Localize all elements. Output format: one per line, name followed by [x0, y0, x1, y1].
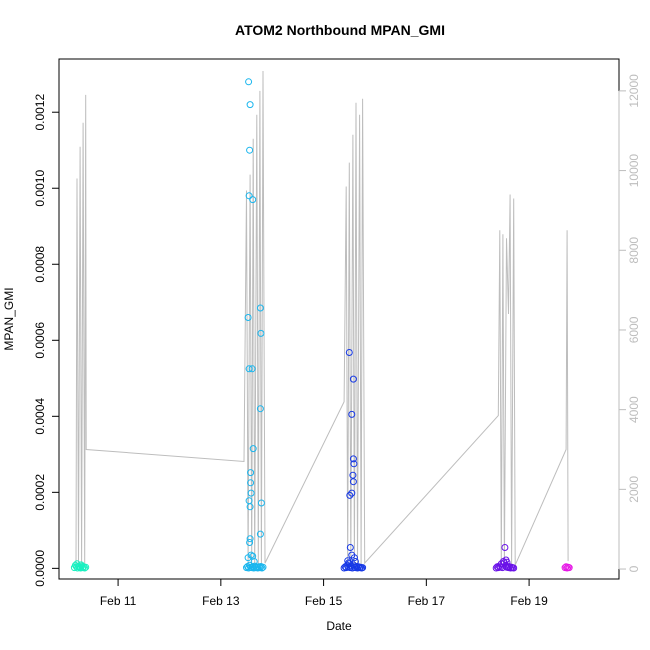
- data-point: [247, 489, 255, 497]
- data-point: [345, 349, 353, 356]
- y-tick-label: 0.0000: [33, 550, 47, 587]
- data-point: [345, 559, 353, 567]
- data-point: [245, 365, 253, 373]
- data-point: [246, 146, 254, 154]
- y-tick-label: 0.0012: [33, 94, 47, 131]
- y2-tick-label: 12000: [627, 74, 641, 108]
- data-point: [246, 503, 254, 511]
- data-point: [348, 551, 356, 559]
- y-axis-label: MPAN_GMI: [2, 287, 16, 350]
- x-tick-label: Feb 19: [510, 594, 548, 608]
- y2-tick-label: 0: [627, 565, 641, 572]
- data-point: [350, 460, 358, 468]
- y-tick-label: 0.0010: [33, 170, 47, 207]
- y2-tick-label: 2000: [627, 476, 641, 503]
- line-series: [75, 70, 569, 566]
- data-point: [258, 564, 266, 572]
- data-point: [349, 375, 357, 383]
- data-point: [247, 469, 255, 477]
- data-point: [244, 554, 252, 562]
- data-point: [257, 499, 265, 507]
- data-point: [503, 558, 511, 566]
- data-point: [259, 563, 267, 571]
- data-point: [245, 78, 253, 86]
- x-tick-label: Feb 17: [408, 594, 446, 608]
- y-tick-label: 0.0002: [33, 474, 47, 511]
- data-point: [247, 479, 255, 487]
- x-tick-label: Feb 11: [100, 594, 137, 608]
- data-point: [250, 558, 258, 565]
- data-point: [501, 544, 509, 551]
- data-point: [249, 196, 257, 204]
- y2-tick-label: 10000: [627, 154, 641, 188]
- point-group-3: [340, 349, 367, 572]
- data-point: [246, 101, 254, 109]
- data-point: [256, 530, 264, 538]
- data-point: [244, 314, 252, 321]
- y2-tick-label: 8000: [627, 237, 641, 264]
- y-tick-label: 0.0004: [33, 398, 47, 435]
- data-point: [77, 561, 85, 569]
- data-point: [346, 491, 354, 499]
- data-point: [256, 405, 264, 413]
- x-axis-label: Date: [326, 619, 352, 633]
- point-group-1: [70, 560, 90, 572]
- data-point: [359, 564, 367, 572]
- data-point: [257, 329, 265, 337]
- data-point: [348, 410, 356, 418]
- y-axis: 0.0000 0.0002 0.0004 0.0006 0.0008 0.0010 0.00…: [33, 94, 60, 587]
- chart-title: ATOM2 Northbound MPAN_GMI: [235, 22, 445, 38]
- point-group-2: [243, 78, 267, 572]
- data-point: [248, 365, 256, 373]
- y-tick-label: 0.0008: [33, 246, 47, 283]
- data-point: [245, 192, 253, 200]
- y2-tick-label: 6000: [627, 316, 641, 343]
- data-point: [565, 564, 573, 572]
- series-line: [75, 70, 569, 566]
- point-group-5: [561, 563, 573, 572]
- data-point: [351, 558, 359, 565]
- x-tick-label: Feb 13: [202, 594, 240, 608]
- data-point: [349, 455, 357, 463]
- data-point: [249, 445, 257, 453]
- data-point: [348, 489, 356, 497]
- y2-tick-label: 4000: [627, 396, 641, 423]
- x-axis: Feb 11 Feb 13 Feb 15 Feb 17 Feb 19: [100, 578, 548, 608]
- data-point: [73, 560, 81, 568]
- data-point: [246, 535, 254, 543]
- y-tick-label: 0.0006: [33, 322, 47, 359]
- data-point: [256, 304, 264, 312]
- point-series: [70, 78, 573, 572]
- data-point: [349, 471, 357, 479]
- data-point: [346, 544, 354, 551]
- x-tick-label: Feb 15: [305, 594, 343, 608]
- data-point: [246, 539, 254, 546]
- point-group-4: [492, 544, 518, 572]
- data-point: [510, 564, 518, 572]
- plot-frame: [58, 58, 620, 580]
- data-point: [349, 478, 357, 486]
- y2-axis: 0 2000 4000 6000 8000 10000 12000: [618, 74, 641, 572]
